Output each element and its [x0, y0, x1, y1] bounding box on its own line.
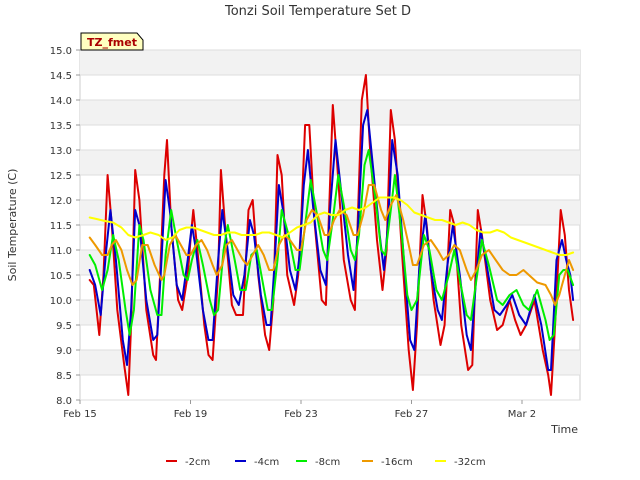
series-line-16cm [88, 184, 575, 306]
y-tick-label: 13.5 [50, 121, 72, 132]
y-tick-label: 13.0 [50, 146, 72, 157]
grid-band [80, 350, 580, 375]
annotation-badge-box [80, 32, 144, 51]
y-tick-label: 10.0 [50, 296, 72, 307]
x-tick-label: Feb 23 [284, 409, 318, 420]
annotation-badge-text: TZ_fmet [87, 36, 137, 49]
y-tick-label: 8.0 [56, 396, 72, 407]
x-tick-label: Feb 15 [63, 409, 97, 420]
y-tick-label: 14.5 [50, 71, 72, 82]
annotation-badge: TZ_fmet [80, 32, 144, 51]
grid-band [80, 50, 580, 75]
legend-label: -4cm [254, 457, 279, 468]
y-tick-label: 10.5 [50, 271, 72, 282]
legend-item: -2cm [166, 457, 210, 468]
legend-label: -2cm [185, 457, 210, 468]
y-axis-ticks: 8.0 8.5 9.0 9.5 10.0 10.5 11.0 11.5 12.0 12.5 13.0… [50, 46, 80, 407]
legend-label: -8cm [315, 457, 340, 468]
series-line-32cm [88, 196, 575, 256]
legend-label: -32cm [454, 457, 486, 468]
x-axis-label: Time [550, 423, 578, 436]
y-tick-label: 8.5 [56, 371, 72, 382]
y-tick-label: 11.5 [50, 221, 72, 232]
x-axis-ticks: Feb 15 Feb 19 Feb 23 Feb 27 Mar 2 [63, 400, 536, 420]
chart-title: Tonzi Soil Temperature Set D [224, 4, 411, 19]
y-tick-label: 12.0 [50, 196, 72, 207]
y-axis-label: Soil Temperature (C) [6, 169, 19, 282]
y-tick-label: 12.5 [50, 171, 72, 182]
y-tick-label: 9.0 [56, 346, 72, 357]
legend: -2cm -4cm -8cm -16cm -32cm [166, 457, 486, 468]
x-tick-label: Feb 19 [174, 409, 208, 420]
y-tick-label: 11.0 [50, 246, 72, 257]
grid-band [80, 100, 580, 125]
y-tick-label: 14.0 [50, 96, 72, 107]
series-lines [88, 74, 575, 396]
y-tick-label: 15.0 [50, 46, 72, 57]
legend-item: -32cm [435, 457, 486, 468]
legend-item: -8cm [296, 457, 340, 468]
y-tick-label: 9.5 [56, 321, 72, 332]
series-line-4cm [88, 109, 575, 371]
x-tick-label: Mar 2 [508, 409, 536, 420]
legend-label: -16cm [381, 457, 413, 468]
x-tick-label: Feb 27 [395, 409, 429, 420]
legend-item: -4cm [235, 457, 279, 468]
legend-item: -16cm [362, 457, 413, 468]
